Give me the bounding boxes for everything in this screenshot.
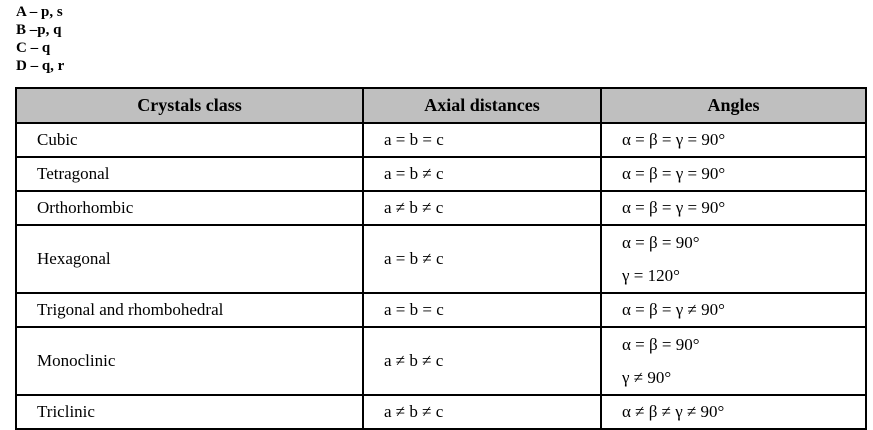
angle-line: α ≠ β ≠ γ ≠ 90° xyxy=(622,402,725,421)
angle-line: γ ≠ 90° xyxy=(622,368,672,387)
cell-axial-distances: a = b = c xyxy=(362,292,602,328)
answer-b: B –p, q xyxy=(16,22,62,38)
answer-a: A – p, s xyxy=(16,4,63,20)
header-axial-distances: Axial distances xyxy=(362,87,602,124)
answer-c: C – q xyxy=(16,40,51,56)
angle-line: α = β = γ = 90° xyxy=(622,130,726,149)
cell-axial-distances: a ≠ b ≠ c xyxy=(362,190,602,226)
table-header-row: Crystals class Axial distances Angles xyxy=(15,87,867,124)
cell-crystal-class: Cubic xyxy=(15,122,364,158)
cell-crystal-class: Orthorhombic xyxy=(15,190,364,226)
table-row: Cubic a = b = c α = β = γ = 90° xyxy=(15,122,867,158)
cell-angles: α = β = γ ≠ 90° xyxy=(600,292,867,328)
table-row: Monoclinic a ≠ b ≠ c α = β = 90° γ ≠ 90° xyxy=(15,326,867,396)
table-row: Triclinic a ≠ b ≠ c α ≠ β ≠ γ ≠ 90° xyxy=(15,394,867,430)
header-crystals-class: Crystals class xyxy=(15,87,364,124)
angle-line: α = β = γ ≠ 90° xyxy=(622,300,725,319)
cell-angles: α = β = γ = 90° xyxy=(600,156,867,192)
cell-axial-distances: a ≠ b ≠ c xyxy=(362,326,602,396)
angle-line: α = β = γ = 90° xyxy=(622,198,726,217)
cell-axial-distances: a = b ≠ c xyxy=(362,224,602,294)
table-row: Hexagonal a = b ≠ c α = β = 90° γ = 120° xyxy=(15,224,867,294)
table-row: Trigonal and rhombohedral a = b = c α = β … xyxy=(15,292,867,328)
cell-axial-distances: a = b ≠ c xyxy=(362,156,602,192)
angle-line: α = β = 90° xyxy=(622,233,700,252)
cell-crystal-class: Trigonal and rhombohedral xyxy=(15,292,364,328)
cell-angles: α = β = 90° γ = 120° xyxy=(600,224,867,294)
cell-crystal-class: Tetragonal xyxy=(15,156,364,192)
crystal-systems-table: Crystals class Axial distances Angles Cu… xyxy=(15,87,867,430)
angle-line: α = β = 90° xyxy=(622,335,700,354)
cell-crystal-class: Triclinic xyxy=(15,394,364,430)
cell-angles: α = β = γ = 90° xyxy=(600,190,867,226)
angle-line: γ = 120° xyxy=(622,266,680,285)
header-angles: Angles xyxy=(600,87,867,124)
cell-angles: α ≠ β ≠ γ ≠ 90° xyxy=(600,394,867,430)
cell-angles: α = β = 90° γ ≠ 90° xyxy=(600,326,867,396)
angle-line: α = β = γ = 90° xyxy=(622,164,726,183)
table-row: Tetragonal a = b ≠ c α = β = γ = 90° xyxy=(15,156,867,192)
cell-axial-distances: a = b = c xyxy=(362,122,602,158)
answer-d: D – q, r xyxy=(16,58,65,74)
cell-crystal-class: Monoclinic xyxy=(15,326,364,396)
cell-axial-distances: a ≠ b ≠ c xyxy=(362,394,602,430)
cell-angles: α = β = γ = 90° xyxy=(600,122,867,158)
table-row: Orthorhombic a ≠ b ≠ c α = β = γ = 90° xyxy=(15,190,867,226)
cell-crystal-class: Hexagonal xyxy=(15,224,364,294)
